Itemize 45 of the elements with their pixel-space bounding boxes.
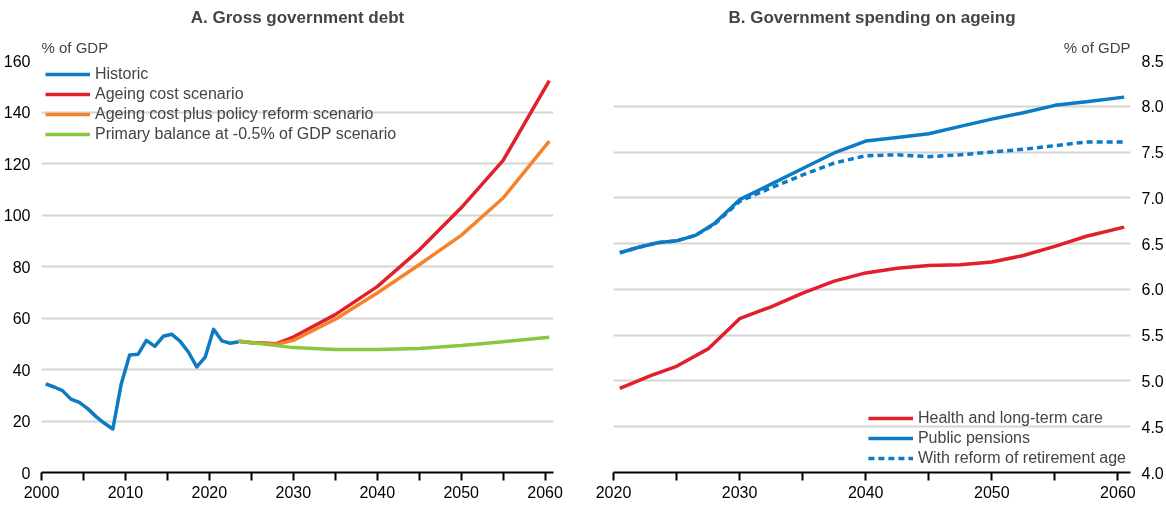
y-tick-label: 4.0	[1141, 464, 1164, 482]
x-tick-label: 2040	[359, 483, 396, 501]
chart-title: A. Gross government debt	[190, 7, 405, 27]
x-tick-label: 2030	[275, 483, 312, 501]
x-tick-label: 2050	[443, 483, 480, 501]
legend-label: Ageing cost scenario	[95, 85, 244, 103]
x-tick-label: 2030	[721, 483, 758, 501]
y-tick-label: 5.5	[1141, 327, 1164, 345]
y-axis-title: % of GDP	[41, 38, 109, 56]
x-tick-label: 2040	[847, 483, 884, 501]
y-tick-label: 60	[12, 310, 31, 327]
y-tick-label: 6.0	[1141, 281, 1164, 299]
x-tick-label: 2010	[107, 483, 144, 501]
y-tick-label: 4.5	[1141, 418, 1164, 436]
y-tick-label: 6.5	[1141, 235, 1164, 253]
y-tick-label: 0	[21, 464, 31, 482]
x-tick-label: 2020	[595, 483, 632, 501]
line-series	[43, 327, 241, 431]
x-tick-label: 2000	[23, 483, 60, 501]
y-tick-label: 40	[12, 361, 31, 379]
y-tick-label: 8.5	[1141, 52, 1164, 70]
y-tick-label: 7.0	[1141, 189, 1164, 207]
x-tick-label: 2020	[191, 483, 228, 501]
x-tick-label: 2060	[527, 483, 564, 501]
y-axis-title: % of GDP	[1063, 38, 1131, 56]
y-tick-label: 80	[12, 258, 31, 276]
line-series	[618, 225, 1126, 391]
x-tick-label: 2060	[1100, 483, 1136, 501]
y-tick-label: 100	[3, 207, 31, 224]
legend-label: Historic	[95, 65, 149, 83]
chart-title: B. Government spending on ageing	[728, 7, 1016, 27]
y-tick-label: 140	[3, 104, 31, 121]
line-series	[237, 335, 552, 352]
y-tick-label: 160	[3, 52, 31, 70]
legend-label: Ageing cost plus policy reform scenario	[95, 105, 374, 123]
legend-label: With reform of retirement age	[917, 449, 1126, 467]
y-tick-label: 20	[12, 413, 31, 430]
x-tick-label: 2050	[974, 483, 1010, 501]
y-tick-label: 8.0	[1141, 98, 1164, 116]
y-tick-label: 5.0	[1141, 372, 1164, 390]
y-tick-label: 120	[3, 155, 31, 173]
legend-label: Primary balance at -0.5% of GDP scenario	[95, 125, 397, 143]
legend-label: Health and long-term care	[917, 409, 1103, 427]
legend-label: Public pensions	[917, 429, 1030, 447]
y-tick-label: 7.5	[1141, 144, 1164, 162]
